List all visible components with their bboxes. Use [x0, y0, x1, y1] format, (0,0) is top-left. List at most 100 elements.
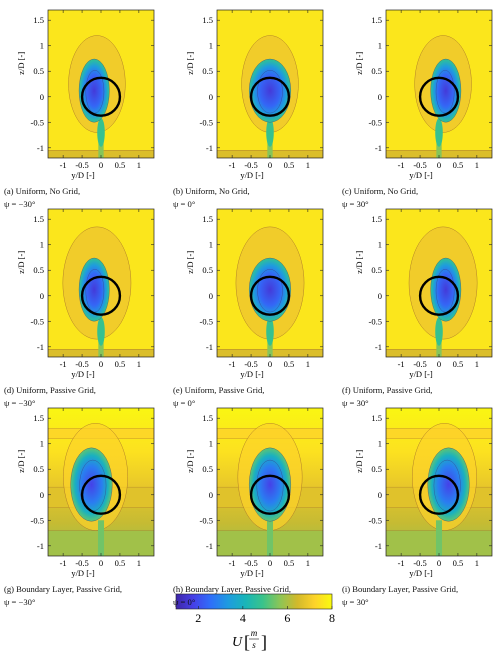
y-tick-label: 1 [378, 439, 382, 449]
y-tick-label: -1 [375, 143, 382, 153]
x-tick-label: -0.5 [244, 558, 257, 568]
velocity-field [48, 209, 154, 357]
y-axis-label: z/D [-] [16, 251, 26, 274]
y-tick-label: 1 [209, 439, 213, 449]
panel-caption: (h) Boundary Layer, Passive Grid, ψ = 0° [173, 583, 291, 609]
velocity-field [386, 10, 492, 158]
colorbar-tick-label: 8 [329, 611, 335, 625]
y-tick-label: 1.5 [371, 214, 382, 224]
colorbar-label: U[ms] [232, 628, 267, 652]
x-tick-label: 0.5 [115, 558, 126, 568]
x-tick-label: 0.5 [115, 160, 126, 170]
panel-e: -1 -0.5 0 0.5 1 -1 -0.5 0 0.5 1 1.5 y/D [-] z/D [-] [185, 208, 324, 379]
y-tick-label: 1.5 [33, 413, 44, 423]
caption-title: (g) Boundary Layer, Passive Grid, [4, 584, 123, 594]
panel-caption: (i) Boundary Layer, Passive Grid, ψ = 30° [342, 583, 458, 609]
x-tick-label: -1 [229, 160, 236, 170]
x-axis-label: y/D [-] [409, 170, 433, 180]
y-tick-label: 0 [209, 490, 213, 500]
x-tick-label: 1 [475, 558, 479, 568]
x-tick-label: 0 [437, 359, 441, 369]
panel-f: -1 -0.5 0 0.5 1 -1 -0.5 0 0.5 1 1.5 y/D [-] z/D [-] [354, 208, 493, 379]
caption-angle: ψ = −30° [4, 199, 36, 209]
caption-angle: ψ = −30° [4, 597, 36, 607]
y-tick-label: 1.5 [33, 15, 44, 25]
panel-g: -1 -0.5 0 0.5 1 -1 -0.5 0 0.5 1 1.5 y/D [-] z/D [-] [16, 407, 155, 578]
y-tick-label: -0.5 [369, 117, 382, 127]
colorbar-gradient [175, 593, 333, 610]
rotor-circle [80, 474, 122, 515]
rotor-circle [249, 76, 291, 117]
x-tick-label: -0.5 [413, 160, 426, 170]
x-tick-label: 0 [99, 359, 103, 369]
x-tick-label: 0 [268, 558, 272, 568]
rotor-circle [80, 76, 122, 117]
y-tick-label: 1 [209, 41, 213, 51]
y-tick-label: 0.5 [371, 265, 382, 275]
y-tick-label: 0.5 [202, 66, 213, 76]
colorbar-tick-label: 2 [195, 611, 201, 625]
velocity-field [217, 209, 323, 357]
x-axis-label: y/D [-] [71, 568, 95, 578]
x-tick-label: 0.5 [115, 359, 126, 369]
x-tick-label: -1 [60, 160, 67, 170]
velocity-field [48, 408, 154, 556]
y-tick-label: 1 [209, 240, 213, 250]
panel-caption: (f) Uniform, Passive Grid, ψ = 30° [342, 384, 432, 410]
x-tick-label: 0 [99, 160, 103, 170]
y-tick-label: -1 [37, 143, 44, 153]
x-tick-label: -0.5 [75, 359, 88, 369]
x-tick-label: 1 [137, 160, 141, 170]
colorbar-label-bracket-open: [ [244, 632, 250, 652]
y-tick-label: 1.5 [33, 214, 44, 224]
y-tick-label: 1.5 [202, 214, 213, 224]
y-tick-label: -0.5 [31, 515, 44, 525]
panel-caption: (e) Uniform, Passive Grid, ψ = 0° [173, 384, 264, 410]
colorbar-label-denominator: s [252, 640, 256, 650]
y-tick-label: 0 [209, 92, 213, 102]
y-axis-label: z/D [-] [185, 52, 195, 75]
y-tick-label: 1.5 [371, 15, 382, 25]
panel-i: -1 -0.5 0 0.5 1 -1 -0.5 0 0.5 1 1.5 y/D [-] z/D [-] [354, 407, 493, 578]
y-tick-label: 1.5 [371, 413, 382, 423]
x-tick-label: -0.5 [75, 558, 88, 568]
x-axis-label: y/D [-] [71, 369, 95, 379]
colorbar-label-numerator: m [251, 628, 258, 638]
x-tick-label: -1 [60, 359, 67, 369]
x-tick-label: 1 [475, 359, 479, 369]
caption-title: (a) Uniform, No Grid, [4, 186, 81, 196]
y-tick-label: 0 [40, 490, 44, 500]
caption-title: (b) Uniform, No Grid, [173, 186, 250, 196]
caption-angle: ψ = −30° [4, 398, 36, 408]
y-tick-label: 0 [40, 92, 44, 102]
x-tick-label: -0.5 [413, 359, 426, 369]
x-tick-label: -0.5 [413, 558, 426, 568]
velocity-field [48, 10, 154, 158]
y-axis-label: z/D [-] [185, 450, 195, 473]
velocity-field [386, 408, 492, 556]
y-tick-label: -0.5 [369, 515, 382, 525]
y-tick-label: -0.5 [369, 316, 382, 326]
velocity-field [217, 10, 323, 158]
y-tick-label: -1 [206, 541, 213, 551]
x-tick-label: 1 [306, 558, 310, 568]
rotor-circle [249, 275, 291, 316]
y-axis-label: z/D [-] [16, 450, 26, 473]
y-tick-label: 0.5 [33, 464, 44, 474]
panel-h: -1 -0.5 0 0.5 1 -1 -0.5 0 0.5 1 1.5 y/D [-] z/D [-] [185, 407, 324, 578]
y-tick-label: -1 [37, 541, 44, 551]
y-tick-label: 1 [40, 439, 44, 449]
x-tick-label: 0 [268, 359, 272, 369]
x-tick-label: 1 [475, 160, 479, 170]
panel-d: -1 -0.5 0 0.5 1 -1 -0.5 0 0.5 1 1.5 y/D [-] z/D [-] [16, 208, 155, 379]
y-axis-label: z/D [-] [354, 251, 364, 274]
x-axis-label: y/D [-] [409, 369, 433, 379]
panel-a: -1 -0.5 0 0.5 1 -1 -0.5 0 0.5 1 1.5 y/D [-] z/D [-] [16, 9, 155, 180]
caption-angle: ψ = 0° [173, 398, 196, 408]
colorbar: 2 4 6 8 U[ms] [175, 593, 335, 652]
x-tick-label: -1 [229, 359, 236, 369]
y-tick-label: 0.5 [33, 265, 44, 275]
caption-angle: ψ = 0° [173, 597, 196, 607]
panel-caption: (a) Uniform, No Grid, ψ = −30° [4, 185, 80, 211]
x-axis-label: y/D [-] [71, 170, 95, 180]
